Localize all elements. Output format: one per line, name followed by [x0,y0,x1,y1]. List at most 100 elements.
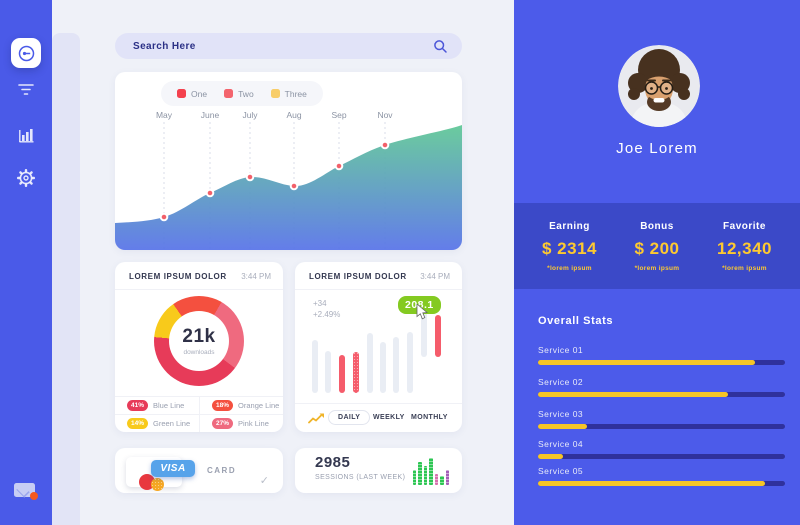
progress-track[interactable] [538,392,785,397]
tab-monthly[interactable]: MONTHLY [411,414,448,421]
legend-item-pink-line: 27% Pink Line [199,414,283,432]
trend-chart-card: One Two Three May June July Aug Sep Nov [115,72,462,250]
sessions-label: SESSIONS (LAST WEEK) [315,474,406,481]
sidebar-item-analytics[interactable] [14,122,38,146]
search-bar[interactable]: Search Here [115,33,462,59]
mastercard-orange-circle-icon [151,478,164,491]
tab-weekly[interactable]: WEEKLY [373,414,405,421]
bar-3[interactable] [339,355,345,393]
mini-bar [445,470,449,485]
filter-icon [18,84,34,95]
overall-stats-title: Overall Stats [538,315,614,327]
bar-4[interactable] [353,352,359,393]
search-input[interactable]: Search Here [133,40,196,52]
donut-legend: 41% Blue Line 18% Orange Line 14% Green … [115,396,283,432]
area-series [115,125,462,250]
bar-8[interactable] [407,332,413,393]
mini-bar [434,474,438,485]
data-point-july[interactable] [245,172,255,182]
delta-value: +34 [313,299,327,308]
service-row-05: Service 05 [538,466,785,486]
progress-fill [538,392,729,397]
bar-5[interactable] [367,333,373,393]
card-timestamp: 3:44 PM [241,272,271,281]
legend-item-three[interactable]: Three [270,89,307,99]
stat-label: Earning [549,220,590,232]
sessions-card: 2985 SESSIONS (LAST WEEK) [295,448,462,493]
bar-1[interactable] [312,340,318,393]
service-row-02: Service 02 [538,377,785,397]
service-label: Service 02 [538,377,584,387]
avatar[interactable] [618,45,700,127]
profile-name: Joe Lorem [616,140,698,157]
tab-daily[interactable]: DAILY [328,410,371,425]
data-point-aug[interactable] [289,181,299,191]
axis-label-july: July [242,110,258,120]
axis-label-june: June [200,110,220,120]
data-point-may[interactable] [159,212,169,222]
bar-7[interactable] [393,337,399,393]
card-title: LOREM IPSUM DOLOR [129,272,227,281]
mini-bar [412,470,416,485]
data-point-june[interactable] [205,188,215,198]
stat-note: *lorem ipsum [547,264,592,272]
progress-track[interactable] [538,454,785,459]
progress-track[interactable] [538,360,785,365]
card-timestamp: 3:44 PM [420,272,450,281]
stat-label: Bonus [640,220,674,232]
donut-chart[interactable]: 21k downloads [154,296,244,386]
sidebar-item-dashboard[interactable] [11,38,41,68]
downloads-card: LOREM IPSUM DOLOR 3:44 PM 21k downloads … [115,262,283,432]
stat-value: 12,340 [716,238,772,258]
chart-legend: One Two Three [161,81,323,106]
mouse-cursor-icon [416,304,429,320]
data-point-sep[interactable] [334,161,344,171]
progress-fill [538,454,563,459]
check-icon[interactable]: ✓ [259,475,269,487]
sidebar-item-filter[interactable] [14,78,38,102]
notification-dot [30,492,38,500]
collapsed-panel [52,33,80,525]
mail-icon[interactable] [14,483,38,500]
downloads-label: downloads [183,349,215,356]
legend-item-two[interactable]: Two [224,89,254,99]
trend-up-icon [308,413,324,424]
period-tabs: DAILY WEEKLY MONTHLY [295,403,462,432]
stat-note: *lorem ipsum [634,264,680,272]
pct-badge: 14% [127,417,149,429]
progress-track[interactable] [538,424,785,429]
data-point-nov[interactable] [380,140,390,150]
search-icon[interactable] [433,39,448,54]
stat-earning: Earning $ 2314 *lorem ipsum [542,221,597,272]
sessions-mini-chart [412,458,449,485]
service-row-01: Service 01 [538,345,785,365]
bar-9[interactable] [421,310,427,357]
card-header: LOREM IPSUM DOLOR 3:44 PM [115,262,283,290]
legend-item-orange-line: 18% Orange Line [199,397,283,415]
progress-fill [538,360,756,365]
delta-percent: +2.49% [313,310,341,319]
delta-readout: +34 +2.49% [313,298,340,320]
bar-6[interactable] [380,342,386,393]
bar-chart-icon [19,128,34,143]
left-sidebar [0,0,52,525]
legend-swatch-two [224,89,234,98]
axis-label-may: May [155,110,173,120]
payment-card[interactable]: VISA CARD ✓ [115,448,283,493]
sidebar-item-settings[interactable] [14,166,38,190]
stat-value: $ 2314 [542,238,597,258]
legend-label-one: One [191,88,208,99]
stat-favorite: Favorite 12,340 *lorem ipsum [717,221,772,272]
legend-item-one[interactable]: One [177,89,207,99]
service-label: Service 03 [538,409,584,419]
legend-swatch-three [270,89,280,98]
bar-2[interactable] [325,351,331,393]
stat-label: Favorite [723,220,766,232]
pct-badge: 27% [212,417,234,429]
axis-label-sep: Sep [331,110,347,120]
credit-card-graphic: VISA [126,457,195,491]
legend-item-blue-line: 41% Blue Line [115,397,199,415]
progress-track[interactable] [538,481,785,486]
value-badge: 208.1 [398,296,441,314]
bar-10[interactable] [435,315,441,357]
